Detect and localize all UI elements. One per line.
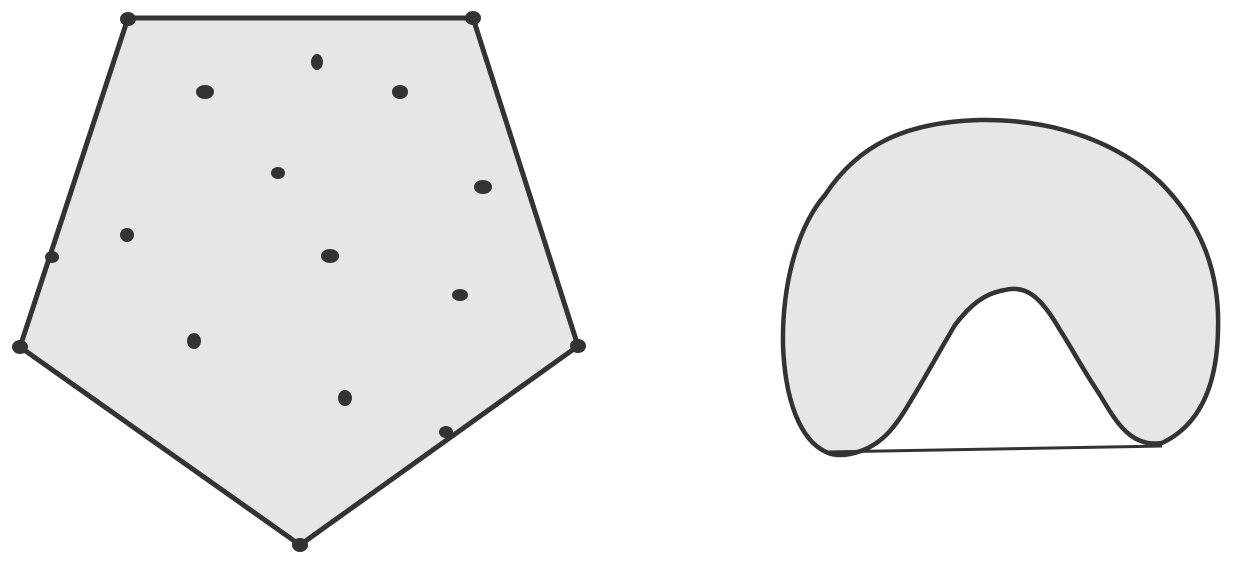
point-dot bbox=[271, 167, 285, 179]
point-dot bbox=[187, 333, 201, 349]
point-dot bbox=[311, 54, 323, 70]
point-dot bbox=[570, 339, 586, 353]
point-dot bbox=[196, 85, 214, 99]
point-dot bbox=[474, 180, 492, 194]
blob-figure bbox=[780, 117, 1221, 458]
point-dot bbox=[292, 538, 308, 552]
point-dot bbox=[321, 249, 339, 263]
point-dot bbox=[12, 340, 28, 354]
point-set bbox=[12, 11, 586, 552]
point-dot bbox=[465, 11, 481, 25]
point-dot bbox=[452, 289, 468, 301]
pentagon-figure bbox=[12, 11, 586, 552]
pentagon-shape bbox=[17, 15, 581, 548]
point-dot bbox=[120, 12, 136, 26]
point-dot bbox=[120, 228, 134, 242]
point-dot bbox=[338, 390, 352, 406]
point-dot bbox=[392, 85, 408, 99]
arch-blob-shape bbox=[780, 117, 1221, 458]
point-dot bbox=[45, 251, 59, 263]
blob-base-line bbox=[824, 444, 1163, 454]
point-dot bbox=[439, 426, 453, 438]
